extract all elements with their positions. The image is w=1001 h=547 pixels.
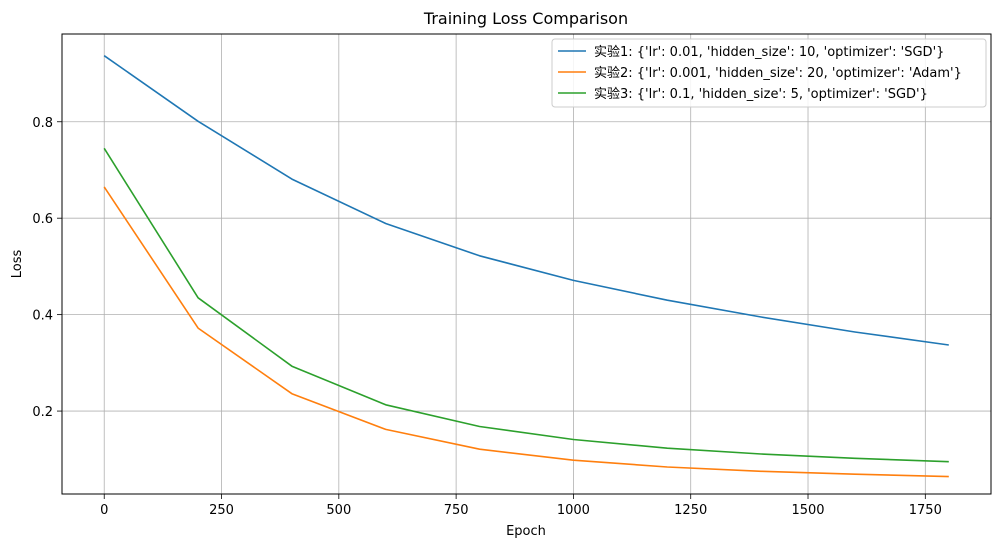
y-axis-label: Loss bbox=[10, 250, 25, 279]
y-tick-label: 0.4 bbox=[32, 309, 53, 324]
y-tick-label: 0.2 bbox=[32, 405, 53, 420]
legend: 实验1: {'lr': 0.01, 'hidden_size': 10, 'op… bbox=[551, 38, 987, 108]
chart-title: Training Loss Comparison bbox=[423, 9, 628, 28]
y-tick-label: 0.8 bbox=[32, 116, 53, 131]
x-tick-label: 0 bbox=[100, 503, 108, 518]
axis-ticks: 0 250 500 750 1000 1250 1500 1750 0.2 0.4 0.6 0.8 bbox=[32, 116, 942, 518]
x-tick-label: 250 bbox=[209, 503, 234, 518]
x-tick-label: 1750 bbox=[909, 503, 942, 518]
series-line-3 bbox=[103, 147, 949, 463]
x-tick-label: 1250 bbox=[674, 503, 707, 518]
plot-frame bbox=[61, 33, 992, 495]
x-tick-label: 750 bbox=[444, 503, 469, 518]
series-layer bbox=[103, 55, 949, 478]
x-tick-label: 1000 bbox=[557, 503, 590, 518]
legend-label-2: 实验2: {'lr': 0.001, 'hidden_size': 20, 'o… bbox=[594, 65, 962, 81]
y-tick-label: 0.6 bbox=[32, 212, 53, 227]
grid-lines bbox=[62, 34, 991, 494]
legend-label-1: 实验1: {'lr': 0.01, 'hidden_size': 10, 'op… bbox=[594, 44, 944, 60]
x-tick-label: 500 bbox=[326, 503, 351, 518]
series-line-1 bbox=[103, 55, 949, 346]
x-axis-label: Epoch bbox=[506, 524, 546, 539]
legend-label-3: 实验3: {'lr': 0.1, 'hidden_size': 5, 'opti… bbox=[594, 86, 928, 102]
x-tick-label: 1500 bbox=[791, 503, 824, 518]
series-line-2 bbox=[103, 186, 949, 478]
legend-box bbox=[551, 38, 987, 108]
